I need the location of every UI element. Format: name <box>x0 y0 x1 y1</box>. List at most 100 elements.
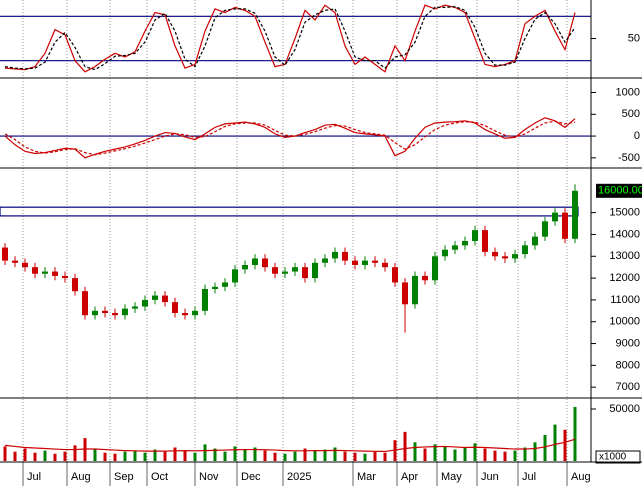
candle-body <box>342 251 348 261</box>
candle-body <box>102 310 108 313</box>
volume-bar <box>143 452 147 461</box>
y-tick-label: 12000 <box>609 272 640 284</box>
x-tick-label: May <box>441 471 462 483</box>
last-price-label: 16000.00 <box>598 185 642 197</box>
series-line <box>4 120 576 156</box>
candle-body <box>372 260 378 263</box>
y-tick-label: 0 <box>634 130 640 142</box>
volume-bar <box>103 452 107 461</box>
candle-body <box>382 262 388 268</box>
x-tick-label: Jun <box>481 471 499 483</box>
candle-body <box>262 258 268 268</box>
candle-body <box>492 251 498 257</box>
volume-bar <box>403 431 407 461</box>
y-tick-label: 50 <box>628 32 640 44</box>
candle-body <box>172 302 178 313</box>
x-tick-label: Aug <box>71 471 91 483</box>
candle-body <box>202 289 208 311</box>
y-tick-label: 1000 <box>616 86 640 98</box>
volume-bar <box>323 449 327 461</box>
candle-body <box>212 286 218 289</box>
volume-bar <box>93 448 97 461</box>
candle-body <box>322 258 328 263</box>
volume-bar <box>203 444 207 461</box>
volume-bar <box>533 442 537 461</box>
candle-body <box>542 221 548 237</box>
volume-bar <box>33 452 37 461</box>
x-tick-label: Oct <box>151 471 168 483</box>
volume-bar <box>113 453 117 461</box>
y-tick-label: 50000 <box>609 403 640 415</box>
volume-bar <box>453 449 457 461</box>
candle-body <box>552 212 558 222</box>
candle-body <box>222 282 228 287</box>
candle-body <box>302 267 308 279</box>
candle-body <box>522 245 528 255</box>
candle-body <box>182 313 188 316</box>
volume-bar <box>413 442 417 461</box>
candle-body <box>462 241 468 246</box>
volume-bar <box>303 448 307 461</box>
candle-body <box>2 247 8 261</box>
candle-body <box>562 212 568 239</box>
x-tick-label: Dec <box>241 471 261 483</box>
x-tick-label: Jul <box>27 471 41 483</box>
x-tick-label: Aug <box>571 471 591 483</box>
candle-body <box>32 267 38 274</box>
volume-bar <box>513 450 517 461</box>
volume-bar <box>3 446 7 461</box>
volume-bar <box>483 448 487 461</box>
candle-body <box>142 299 148 307</box>
x-tick-label: Apr <box>401 471 418 483</box>
volume-bar <box>543 434 547 461</box>
volume-bar <box>223 451 227 461</box>
volume-bar <box>313 450 317 461</box>
volume-bar <box>73 445 77 461</box>
candle-body <box>532 236 538 246</box>
volume-bar <box>253 447 257 461</box>
candle-body <box>132 306 138 309</box>
y-tick-label: 500 <box>622 108 640 120</box>
volume-bar <box>163 451 167 461</box>
volume-bar <box>383 452 387 461</box>
candle-body <box>112 313 118 316</box>
volume-bar <box>193 452 197 461</box>
volume-bar <box>473 443 477 461</box>
y-tick-label: 11000 <box>610 294 640 306</box>
volume-bar <box>123 451 127 461</box>
volume-bar <box>493 450 497 461</box>
volume-bar <box>153 449 157 461</box>
candle-body <box>572 190 578 239</box>
volume-bar <box>213 448 217 461</box>
volume-bar <box>503 451 507 461</box>
candle-body <box>12 260 18 263</box>
candle-body <box>92 310 98 316</box>
volume-bar <box>363 453 367 461</box>
candle-body <box>272 267 278 274</box>
x-tick-label: Jul <box>522 471 536 483</box>
candle-body <box>412 275 418 305</box>
volume-bar <box>173 447 177 461</box>
candle-body <box>352 260 358 265</box>
volume-bar <box>553 424 557 461</box>
unit-label: x1000 <box>599 452 627 463</box>
series-line <box>4 6 576 71</box>
x-tick-label: Sep <box>114 471 134 483</box>
volume-bar <box>353 452 357 461</box>
y-tick-label: 14000 <box>609 228 640 240</box>
candle-body <box>72 278 78 292</box>
series-line <box>4 117 576 159</box>
volume-bar <box>263 450 267 461</box>
volume-bar <box>433 444 437 461</box>
candle-body <box>252 258 258 265</box>
volume-bar <box>523 447 527 461</box>
candle-body <box>512 254 518 259</box>
candle-body <box>192 310 198 316</box>
volume-bar <box>423 448 427 461</box>
unit-box <box>595 450 641 464</box>
candle-body <box>362 260 368 265</box>
candle-body <box>312 262 318 279</box>
volume-bar <box>293 451 297 461</box>
volume-bar <box>273 452 277 461</box>
